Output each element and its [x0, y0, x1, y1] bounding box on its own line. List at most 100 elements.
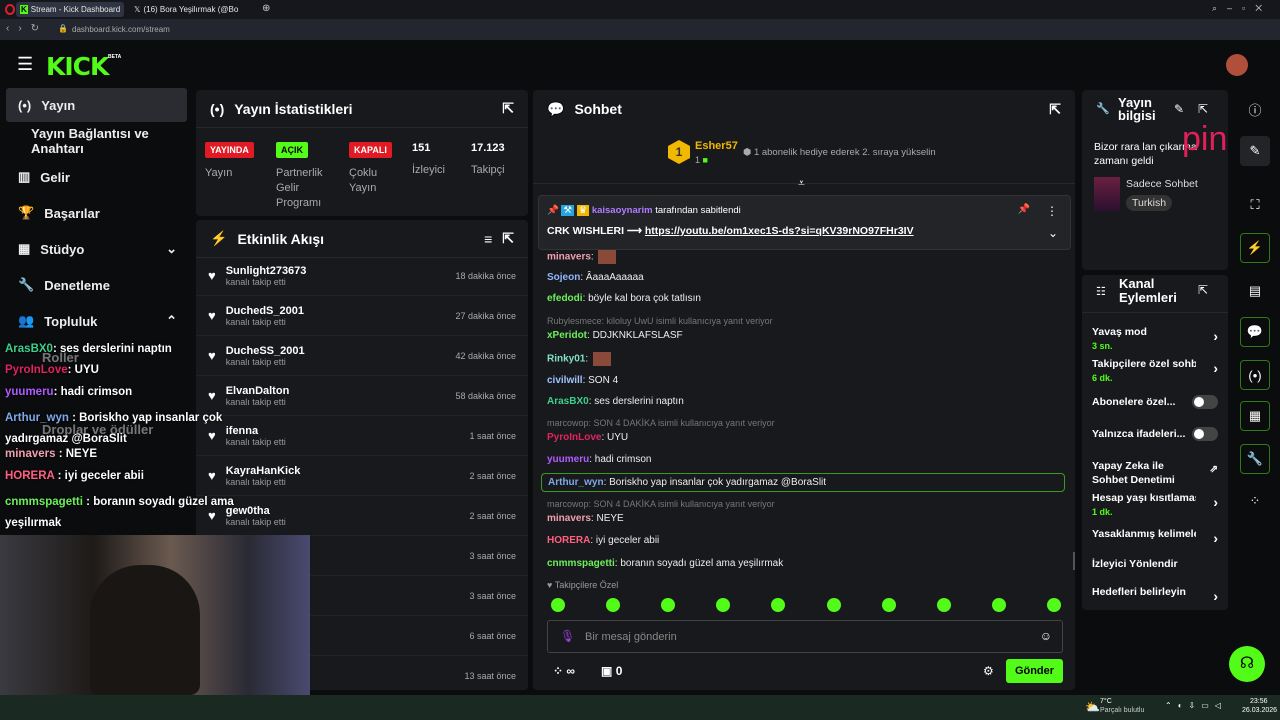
community-icon[interactable]: ⁘ [1249, 493, 1261, 508]
popout-icon[interactable]: ⇱ [1049, 100, 1061, 117]
toggle-switch[interactable] [1192, 395, 1218, 409]
sidebar-item-basarilar[interactable]: 🏆 Başarılar [6, 196, 187, 230]
settings-icon[interactable]: ⚙ [983, 664, 994, 678]
capture-icon[interactable]: ⛶ [1250, 197, 1260, 212]
chat-username[interactable]: xPeridot [547, 330, 588, 341]
chat-message[interactable]: efedodi: böyle kal bora çok tatlısın [547, 293, 701, 304]
chat-message[interactable]: xPeridot: DDJKNKLAFSLASF [547, 330, 683, 341]
pinned-by[interactable]: kaisaoynarim [591, 205, 653, 216]
wrench-icon[interactable]: 🔧 [1240, 444, 1270, 474]
chat-username[interactable]: Arthur_wyn [548, 477, 604, 488]
sidebar-item-yayin[interactable]: (•) Yayın [6, 88, 187, 122]
chat-username[interactable]: cnmmspagetti [547, 558, 615, 569]
channel-action-item[interactable]: İzleyici Yönlendir [1092, 557, 1218, 571]
sidebar-item-roller[interactable]: Roller [6, 340, 187, 374]
popout-icon[interactable]: ⇱ [502, 100, 514, 116]
emote-icon[interactable] [661, 598, 676, 612]
tab-x[interactable]: 𝕏 (16) Bora Yeşilırmak (@Bo [130, 2, 242, 17]
chat-message[interactable]: yuumeru: hadi crimson [547, 454, 652, 465]
chat-username[interactable]: minavers [547, 513, 591, 524]
chat-username[interactable]: civilwill [547, 375, 583, 386]
studio-icon[interactable]: ▦ [1240, 401, 1270, 431]
emote-icon[interactable] [991, 598, 1006, 612]
sidebar-item-stream-key[interactable]: Yayın Bağlantısı ve Anahtarı [6, 124, 187, 158]
channel-points[interactable]: ⁘ ∞ [553, 664, 575, 678]
activity-item[interactable]: ♥ ElvanDalton kanalı takip etti 58 dakika ö… [196, 376, 528, 416]
edit-icon[interactable]: ✎ [1240, 136, 1270, 166]
emote-icon[interactable] [1046, 598, 1061, 612]
channel-action-item[interactable]: Yasaklanmış kelimeler › [1092, 527, 1218, 545]
popout-icon[interactable]: ⇱ [1198, 102, 1209, 116]
chat-icon[interactable]: 💬 [1240, 317, 1270, 347]
info-icon[interactable]: ⓘ [1248, 102, 1262, 118]
tab-kick-dashboard[interactable]: K Stream - Kick Dashboard [16, 2, 125, 17]
follower-name[interactable]: DuchedS_2001 [225, 304, 304, 317]
tray-icons[interactable]: ⌃◐⇩▭◁ [1165, 701, 1227, 710]
notes-icon[interactable]: ▤ [1248, 283, 1262, 298]
microphone-icon[interactable]: 🎙 [560, 629, 576, 643]
chat-username[interactable]: minavers [547, 251, 591, 263]
chat-message[interactable]: PyroInLove: UYU [547, 432, 629, 443]
chat-scrollbar[interactable] [1073, 552, 1075, 570]
new-tab-icon[interactable]: ⊕ [262, 3, 271, 14]
chat-username[interactable]: Sojeon [547, 272, 581, 283]
chat-username[interactable]: HORERA [547, 535, 591, 546]
chat-message[interactable]: ArasBX0: ses derslerini naptın [547, 396, 684, 407]
sidebar-item-droplar[interactable]: Droplar ve ödüller [6, 412, 187, 446]
chat-message[interactable]: Rinky01: [547, 352, 611, 366]
filter-icon[interactable]: ≡ [484, 230, 493, 247]
sidebar-item-studyo[interactable]: ▦ Stüdyo ⌄ [6, 232, 187, 266]
chat-message[interactable]: Sojeon: ÂaaaAaaaaa [547, 272, 644, 283]
channel-action-item[interactable]: Yapay Zeka ile Sohbet Denetimi ⇗ [1092, 459, 1218, 487]
activity-item[interactable]: ♥ Sunlight273673 kanalı takip etti 18 dakik… [196, 256, 528, 296]
activity-item[interactable]: ♥ ifenna kanalı takip etti 1 saat önce [196, 416, 528, 456]
leader-name[interactable]: Esher57 [695, 140, 738, 152]
follower-name[interactable]: ifenna [225, 424, 259, 437]
channel-action-item[interactable]: Takipçilere özel sohb 6 dk. › [1092, 357, 1218, 385]
chat-message[interactable]: Arthur_wyn: Boriskho yap insanlar çok ya… [541, 473, 1065, 492]
follower-name[interactable]: DucheSS_2001 [225, 344, 305, 357]
activity-item[interactable]: ♥ DuchedS_2001 kanalı takip etti 27 dakika … [196, 296, 528, 336]
lightning-icon[interactable]: ⚡ [1240, 233, 1270, 263]
emote-icon[interactable] [551, 598, 565, 612]
store-count[interactable]: ▣ 0 [601, 664, 623, 678]
follower-name[interactable]: Sunlight273673 [225, 264, 307, 277]
chat-input[interactable]: 🎙 Bir mesaj gönderin ☺ [547, 620, 1063, 653]
channel-action-item[interactable]: Abonelere özel... [1092, 395, 1218, 409]
pinned-link[interactable]: https://youtu.be/om1xec1S-ds?si=qKV39rNO… [644, 225, 914, 237]
activity-item[interactable]: ♥ DucheSS_2001 kanalı takip etti 42 dakika … [196, 336, 528, 376]
follower-name[interactable]: gew0tha [225, 504, 270, 517]
chat-message[interactable]: civilwill: SON 4 [547, 375, 619, 386]
popout-icon[interactable]: ⇱ [502, 230, 514, 246]
chat-message[interactable]: minavers: [547, 250, 617, 264]
channel-action-item[interactable]: Yavaş mod 3 sn. › [1092, 325, 1218, 353]
chat-username[interactable]: efedodi [547, 293, 583, 304]
avatar[interactable] [1226, 54, 1248, 76]
chat-message[interactable]: minavers: NEYE [547, 513, 624, 524]
chat-username[interactable]: ArasBX0 [547, 396, 589, 407]
chat-username[interactable]: yuumeru [547, 454, 590, 465]
category-name[interactable]: Sadece Sohbet [1126, 178, 1198, 190]
sidebar-item-denetleme[interactable]: 🔧 Denetleme [6, 268, 187, 302]
chat-message[interactable]: cnmmspagetti: boranın soyadı güzel ama y… [547, 558, 784, 569]
activity-item[interactable]: ♥ KayraHanKick kanalı takip etti 2 saat önc… [196, 456, 528, 496]
sidebar-item-gelir[interactable]: ▥ Gelir [6, 160, 187, 194]
emote-icon[interactable] [881, 598, 896, 612]
emote-icon[interactable] [716, 598, 731, 612]
window-controls[interactable]: ⌕–▫✕ [1212, 3, 1273, 13]
sidebar-item-topluluk[interactable]: 👥 Topluluk ⌃ [6, 304, 187, 338]
expand-icon[interactable]: ⌄ [1047, 226, 1058, 240]
help-button[interactable]: ☊ [1229, 646, 1265, 682]
activity-item[interactable]: ♥ gew0tha kanalı takip etti 2 saat önce [196, 496, 528, 536]
channel-action-item[interactable]: Hesap yaşı kısıtlaması 1 dk. › [1092, 491, 1218, 519]
chat-username[interactable]: Rinky01 [547, 353, 586, 365]
follower-name[interactable]: KayraHanKick [225, 464, 301, 477]
nav-buttons-icon[interactable]: ‹›↻ [6, 23, 49, 34]
emote-icon[interactable] [606, 598, 621, 612]
menu-icon[interactable]: ☰ [17, 54, 34, 74]
popout-icon[interactable]: ⇱ [1198, 283, 1209, 297]
emote-icon[interactable] [771, 598, 786, 612]
emote-icon[interactable] [826, 598, 841, 612]
follower-name[interactable]: ElvanDalton [225, 384, 290, 397]
more-icon[interactable]: ⋮ [1046, 204, 1058, 218]
